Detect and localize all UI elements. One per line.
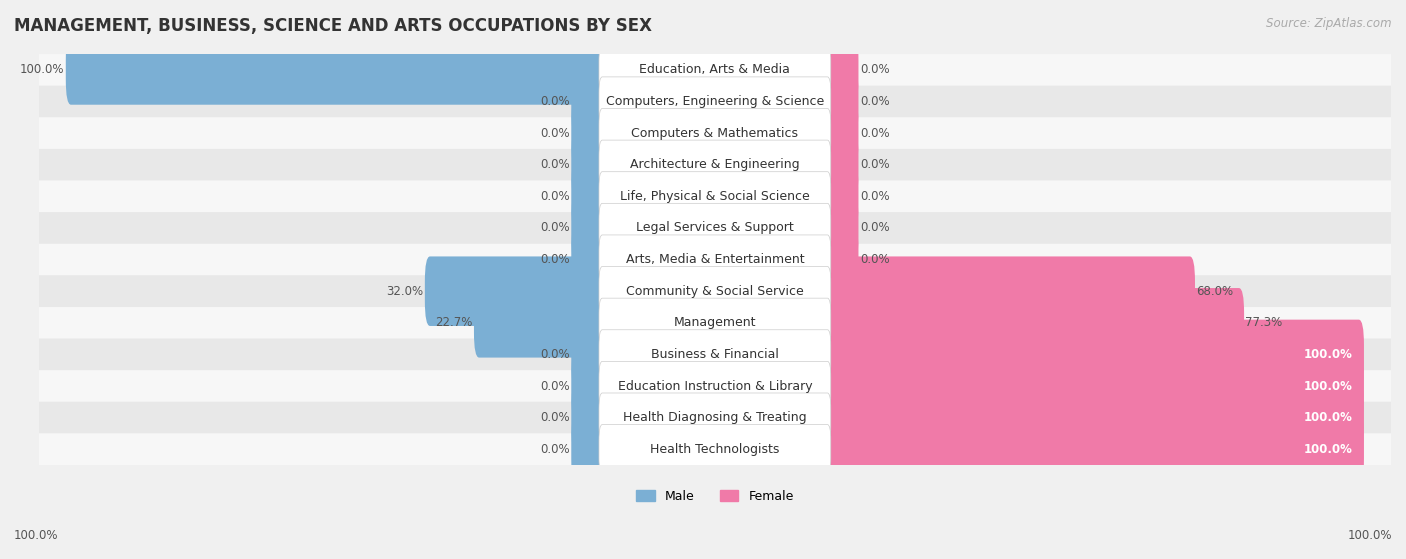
Text: 100.0%: 100.0%	[1303, 443, 1353, 456]
Text: Education, Arts & Media: Education, Arts & Media	[640, 63, 790, 77]
FancyBboxPatch shape	[39, 117, 1391, 149]
Text: Community & Social Service: Community & Social Service	[626, 285, 804, 298]
FancyBboxPatch shape	[571, 193, 605, 263]
Text: 0.0%: 0.0%	[540, 380, 569, 392]
FancyBboxPatch shape	[39, 54, 1391, 86]
FancyBboxPatch shape	[571, 67, 605, 136]
Text: 0.0%: 0.0%	[540, 411, 569, 424]
FancyBboxPatch shape	[39, 86, 1391, 117]
Text: 0.0%: 0.0%	[859, 158, 890, 171]
FancyBboxPatch shape	[825, 98, 859, 168]
FancyBboxPatch shape	[39, 244, 1391, 276]
Text: 0.0%: 0.0%	[540, 127, 569, 140]
Text: Arts, Media & Entertainment: Arts, Media & Entertainment	[626, 253, 804, 266]
Text: Computers & Mathematics: Computers & Mathematics	[631, 127, 799, 140]
FancyBboxPatch shape	[599, 203, 831, 253]
Text: 77.3%: 77.3%	[1246, 316, 1282, 329]
Text: 100.0%: 100.0%	[1303, 380, 1353, 392]
Text: 100.0%: 100.0%	[1347, 529, 1392, 542]
Text: MANAGEMENT, BUSINESS, SCIENCE AND ARTS OCCUPATIONS BY SEX: MANAGEMENT, BUSINESS, SCIENCE AND ARTS O…	[14, 17, 652, 35]
FancyBboxPatch shape	[599, 393, 831, 442]
Text: Architecture & Engineering: Architecture & Engineering	[630, 158, 800, 171]
Text: 0.0%: 0.0%	[859, 95, 890, 108]
FancyBboxPatch shape	[599, 235, 831, 284]
FancyBboxPatch shape	[599, 108, 831, 158]
FancyBboxPatch shape	[825, 257, 1195, 326]
Legend: Male, Female: Male, Female	[631, 485, 799, 508]
FancyBboxPatch shape	[39, 149, 1391, 181]
Text: 32.0%: 32.0%	[387, 285, 423, 298]
Text: 0.0%: 0.0%	[540, 158, 569, 171]
FancyBboxPatch shape	[39, 433, 1391, 465]
FancyBboxPatch shape	[425, 257, 605, 326]
Text: Management: Management	[673, 316, 756, 329]
FancyBboxPatch shape	[39, 339, 1391, 370]
Text: Legal Services & Support: Legal Services & Support	[636, 221, 794, 234]
Text: 0.0%: 0.0%	[859, 63, 890, 77]
FancyBboxPatch shape	[825, 162, 859, 231]
FancyBboxPatch shape	[39, 307, 1391, 339]
FancyBboxPatch shape	[571, 383, 605, 452]
FancyBboxPatch shape	[599, 140, 831, 190]
Text: 0.0%: 0.0%	[859, 221, 890, 234]
Text: 68.0%: 68.0%	[1197, 285, 1233, 298]
Text: Source: ZipAtlas.com: Source: ZipAtlas.com	[1267, 17, 1392, 30]
FancyBboxPatch shape	[599, 425, 831, 474]
Text: Health Technologists: Health Technologists	[650, 443, 779, 456]
FancyBboxPatch shape	[599, 77, 831, 126]
FancyBboxPatch shape	[825, 351, 1364, 421]
FancyBboxPatch shape	[571, 225, 605, 295]
Text: 0.0%: 0.0%	[540, 95, 569, 108]
FancyBboxPatch shape	[599, 172, 831, 221]
Text: Health Diagnosing & Treating: Health Diagnosing & Treating	[623, 411, 807, 424]
FancyBboxPatch shape	[825, 225, 859, 295]
Text: Education Instruction & Library: Education Instruction & Library	[617, 380, 813, 392]
FancyBboxPatch shape	[825, 288, 1244, 358]
FancyBboxPatch shape	[825, 193, 859, 263]
FancyBboxPatch shape	[825, 67, 859, 136]
FancyBboxPatch shape	[825, 383, 1364, 452]
Text: 0.0%: 0.0%	[540, 348, 569, 361]
FancyBboxPatch shape	[825, 414, 1364, 484]
FancyBboxPatch shape	[571, 162, 605, 231]
FancyBboxPatch shape	[599, 330, 831, 379]
Text: 100.0%: 100.0%	[20, 63, 65, 77]
Text: Life, Physical & Social Science: Life, Physical & Social Science	[620, 190, 810, 203]
FancyBboxPatch shape	[825, 320, 1364, 389]
Text: 0.0%: 0.0%	[859, 253, 890, 266]
Text: 0.0%: 0.0%	[859, 190, 890, 203]
FancyBboxPatch shape	[39, 402, 1391, 433]
Text: 0.0%: 0.0%	[540, 253, 569, 266]
Text: 0.0%: 0.0%	[859, 127, 890, 140]
FancyBboxPatch shape	[599, 361, 831, 411]
FancyBboxPatch shape	[39, 276, 1391, 307]
FancyBboxPatch shape	[571, 98, 605, 168]
FancyBboxPatch shape	[474, 288, 605, 358]
FancyBboxPatch shape	[66, 35, 605, 105]
Text: 22.7%: 22.7%	[436, 316, 472, 329]
FancyBboxPatch shape	[39, 181, 1391, 212]
FancyBboxPatch shape	[825, 35, 859, 105]
FancyBboxPatch shape	[571, 320, 605, 389]
FancyBboxPatch shape	[39, 212, 1391, 244]
FancyBboxPatch shape	[599, 267, 831, 316]
Text: 0.0%: 0.0%	[540, 190, 569, 203]
Text: 0.0%: 0.0%	[540, 443, 569, 456]
Text: 100.0%: 100.0%	[1303, 411, 1353, 424]
FancyBboxPatch shape	[571, 414, 605, 484]
FancyBboxPatch shape	[39, 370, 1391, 402]
Text: 100.0%: 100.0%	[1303, 348, 1353, 361]
FancyBboxPatch shape	[599, 298, 831, 348]
Text: Business & Financial: Business & Financial	[651, 348, 779, 361]
FancyBboxPatch shape	[571, 130, 605, 200]
FancyBboxPatch shape	[825, 130, 859, 200]
Text: Computers, Engineering & Science: Computers, Engineering & Science	[606, 95, 824, 108]
FancyBboxPatch shape	[599, 45, 831, 94]
Text: 0.0%: 0.0%	[540, 221, 569, 234]
FancyBboxPatch shape	[571, 351, 605, 421]
Text: 100.0%: 100.0%	[14, 529, 59, 542]
